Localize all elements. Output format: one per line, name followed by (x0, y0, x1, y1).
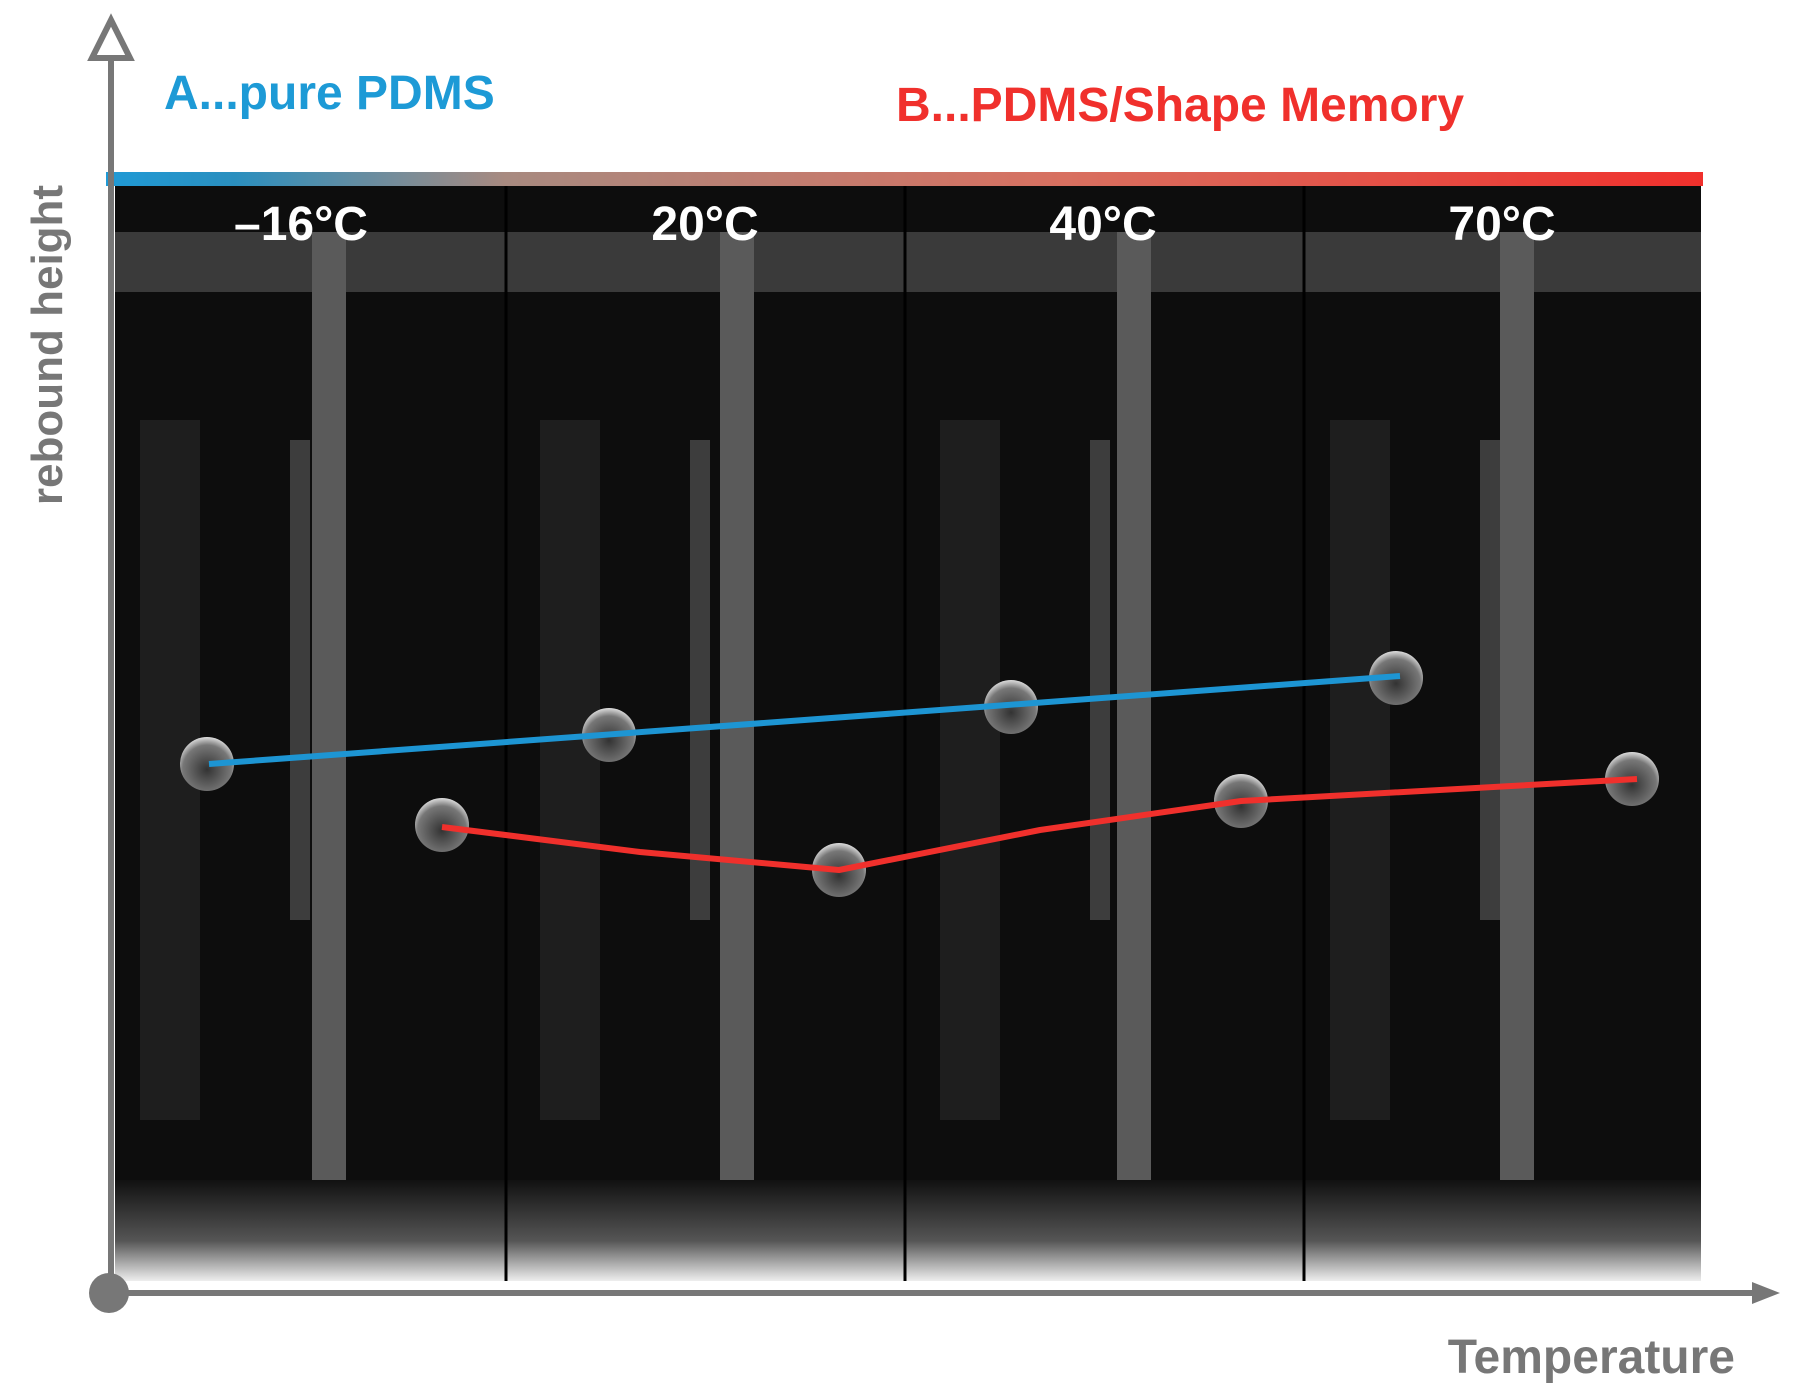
y-axis-label: rebound height (23, 185, 72, 506)
shape-memory-line (441, 776, 1638, 873)
panel-label: 70°C (1448, 198, 1555, 251)
photo-panels (115, 186, 1701, 1281)
origin-dot (89, 1273, 129, 1313)
panel-2 (506, 232, 905, 1281)
panel-4 (1304, 232, 1701, 1281)
photo-background (115, 186, 1701, 1281)
series-a-label: A...pure PDMS (164, 67, 495, 120)
x-axis-label: Temperature (1448, 1331, 1735, 1384)
panel-label: 20°C (651, 198, 758, 251)
panel-label: –16°C (234, 198, 368, 251)
axes (87, 13, 1780, 1313)
x-axis-arrow (1752, 1282, 1780, 1304)
panel-3 (905, 232, 1304, 1281)
panel-label: 40°C (1049, 198, 1156, 251)
y-axis-arrow (87, 13, 135, 61)
series-b-label: B...PDMS/Shape Memory (896, 79, 1464, 132)
temperature-bar (106, 172, 1703, 186)
pure-pdms-line (208, 673, 1401, 767)
